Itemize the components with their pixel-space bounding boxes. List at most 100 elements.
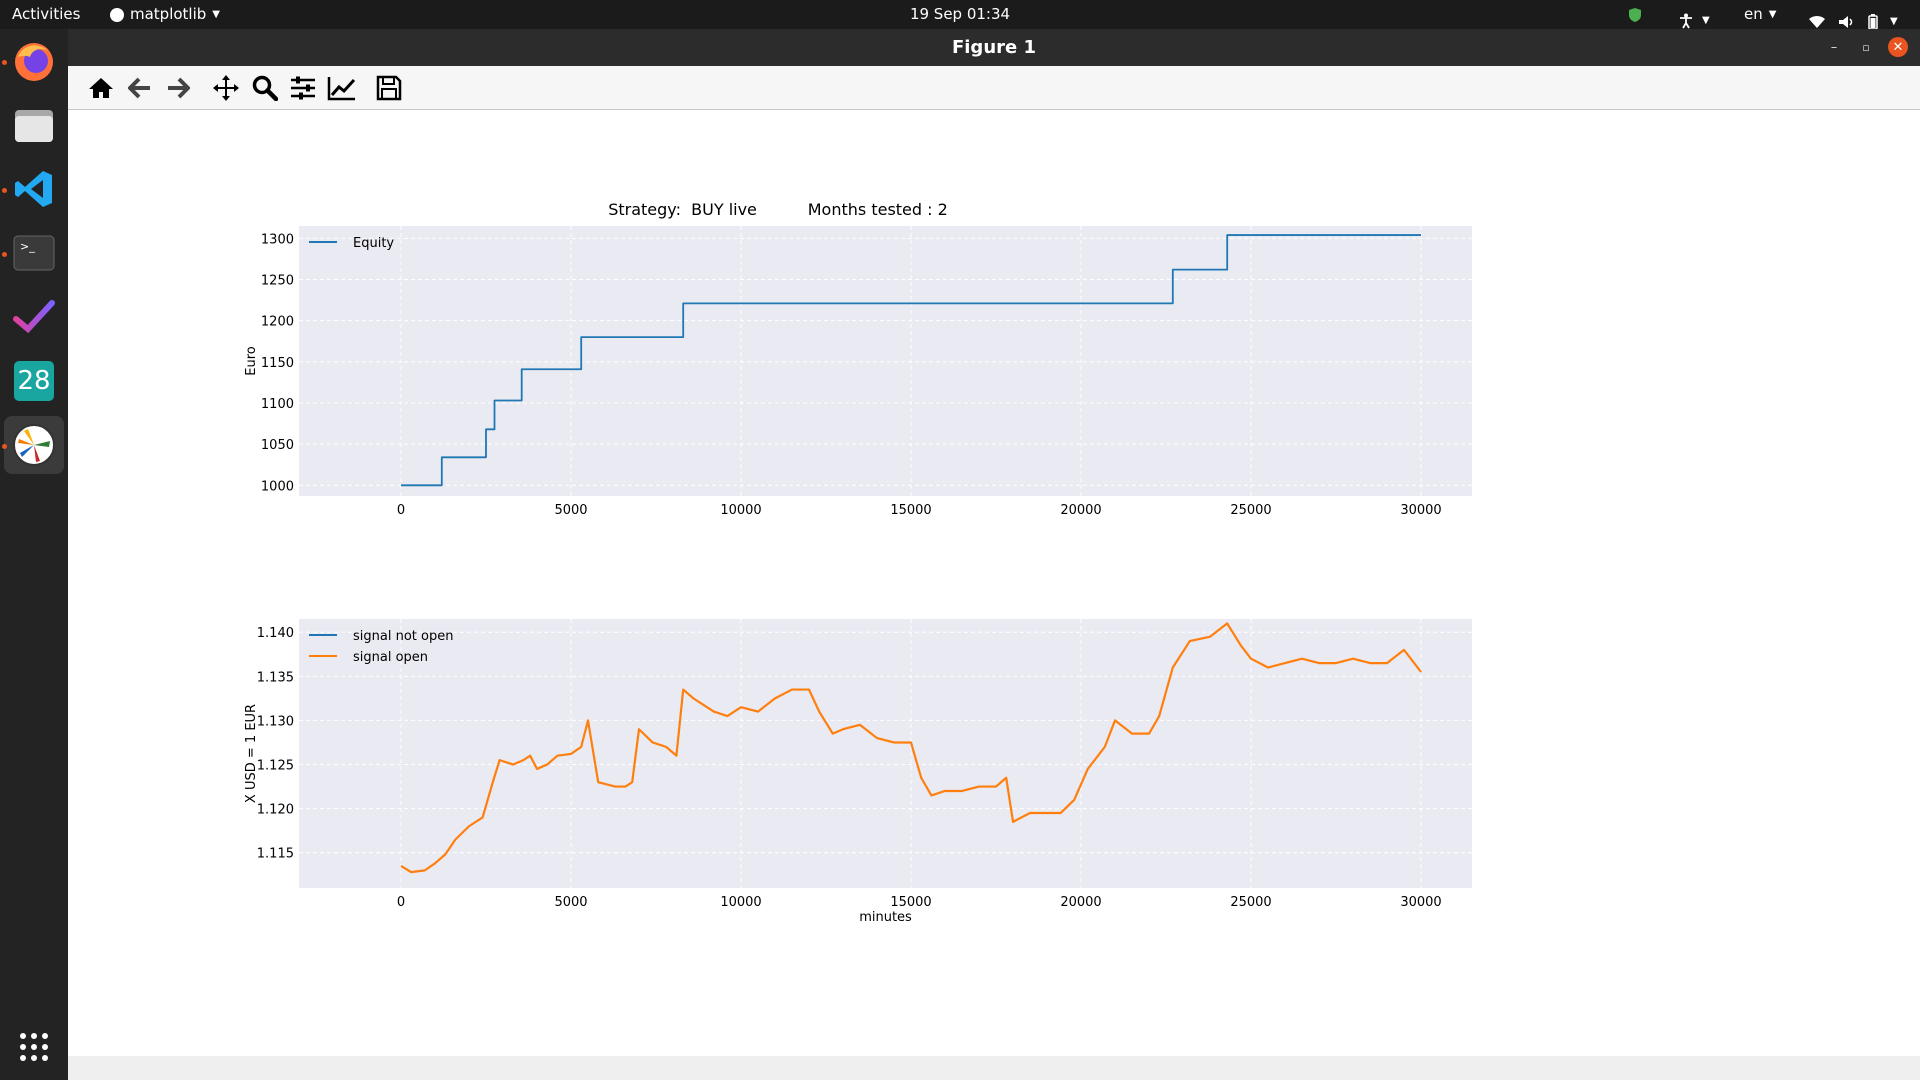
y-tick-label: 1.120 bbox=[257, 803, 294, 818]
x-tick-label: 30000 bbox=[1400, 895, 1441, 910]
y-axis-label: Euro bbox=[244, 346, 259, 376]
x-tick-label: 20000 bbox=[1060, 503, 1101, 518]
x-tick-label: 5000 bbox=[554, 895, 587, 910]
matplotlib-icon bbox=[13, 424, 55, 466]
figure-title: Strategy: BUY live Months tested : 2 bbox=[608, 200, 948, 219]
back-button[interactable] bbox=[123, 71, 157, 105]
plot-background bbox=[299, 619, 1472, 888]
maximize-button[interactable]: ▫ bbox=[1856, 37, 1876, 57]
maximize-icon: ▫ bbox=[1862, 40, 1870, 54]
series-line bbox=[401, 234, 1421, 487]
configure-subplots-icon bbox=[291, 76, 315, 100]
dock-matplotlib[interactable] bbox=[4, 416, 64, 474]
legend-label: signal open bbox=[353, 650, 428, 665]
y-tick-label: 1000 bbox=[261, 479, 294, 494]
x-tick-label: 0 bbox=[397, 895, 405, 910]
files-icon bbox=[15, 110, 53, 142]
pan-button[interactable] bbox=[209, 71, 243, 105]
x-tick-label: 10000 bbox=[720, 503, 761, 518]
y-tick-label: 1200 bbox=[261, 315, 294, 330]
x-tick-label: 15000 bbox=[890, 503, 931, 518]
configure-subplots-button[interactable] bbox=[286, 71, 320, 105]
accessibility-menu[interactable]: ▼ bbox=[1678, 6, 1710, 35]
x-tick-label: 5000 bbox=[554, 503, 587, 518]
edit-axis-icon bbox=[327, 77, 356, 101]
home-button[interactable] bbox=[84, 71, 118, 105]
battery-icon bbox=[1868, 13, 1878, 30]
minimize-button[interactable]: – bbox=[1824, 37, 1844, 57]
calendar-icon: 28 bbox=[14, 361, 54, 401]
status-bar bbox=[68, 1056, 1920, 1080]
y-tick-label: 1250 bbox=[261, 274, 294, 289]
legend-label: signal not open bbox=[353, 629, 453, 644]
show-applications-button[interactable] bbox=[4, 1018, 64, 1076]
x-axis-label: minutes bbox=[859, 910, 912, 925]
activities-button[interactable]: Activities bbox=[12, 5, 81, 23]
plot-background bbox=[299, 226, 1472, 496]
chevron-down-icon: ▼ bbox=[1890, 16, 1898, 27]
forward-button[interactable] bbox=[161, 71, 195, 105]
y-tick-label: 1150 bbox=[261, 356, 294, 371]
figure-canvas[interactable]: Strategy: BUY live Months tested : 2 0 50… bbox=[68, 110, 1920, 1056]
app-menu[interactable]: matplotlib ▼ bbox=[110, 0, 220, 29]
back-icon bbox=[128, 77, 150, 99]
wifi-icon bbox=[1809, 15, 1825, 28]
y-tick-label: 1.135 bbox=[257, 670, 294, 685]
matplotlib-small-icon bbox=[110, 7, 124, 22]
y-tick-label: 1050 bbox=[261, 438, 294, 453]
y-axis-label: X USD = 1 EUR bbox=[244, 704, 259, 803]
terminal-icon: >_ bbox=[13, 235, 55, 271]
x-tick-label: 10000 bbox=[720, 895, 761, 910]
x-tick-label: 25000 bbox=[1230, 895, 1271, 910]
tasks-icon bbox=[13, 300, 55, 334]
price-axes[interactable]: 0 5000 10000 15000 20000 25000 30000 1.115 1.120… bbox=[244, 619, 1472, 925]
y-tick-label: 1.130 bbox=[257, 714, 294, 729]
app-menu-label: matplotlib bbox=[130, 5, 207, 23]
series-line bbox=[400, 622, 1422, 874]
window-titlebar[interactable]: Figure 1 – ▫ ✕ bbox=[68, 29, 1920, 66]
zoom-icon bbox=[252, 75, 278, 101]
pan-icon bbox=[213, 75, 239, 101]
dock-terminal[interactable]: >_ bbox=[4, 224, 64, 282]
close-button[interactable]: ✕ bbox=[1888, 37, 1908, 57]
save-button[interactable] bbox=[372, 71, 406, 105]
y-tick-label: 1.140 bbox=[257, 626, 294, 641]
x-tick-label: 25000 bbox=[1230, 503, 1271, 518]
y-tick-label: 1300 bbox=[261, 232, 294, 247]
dock: >_ 28 bbox=[0, 29, 68, 1080]
dock-files[interactable] bbox=[4, 96, 64, 154]
language-label: en bbox=[1744, 5, 1763, 23]
legend-label: Equity bbox=[353, 236, 394, 251]
chevron-down-icon: ▼ bbox=[1702, 15, 1710, 26]
accessibility-icon bbox=[1680, 13, 1692, 28]
edit-axis-button[interactable] bbox=[325, 71, 359, 105]
vscode-icon bbox=[15, 171, 52, 207]
grid-icon bbox=[20, 1033, 48, 1061]
dock-firefox[interactable] bbox=[4, 32, 64, 90]
firefox-icon bbox=[15, 43, 53, 81]
shield-icon[interactable] bbox=[1628, 7, 1642, 23]
chevron-down-icon: ▼ bbox=[212, 9, 220, 20]
x-tick-label: 0 bbox=[397, 503, 405, 518]
volume-icon bbox=[1839, 15, 1853, 28]
x-tick-label: 15000 bbox=[890, 895, 931, 910]
x-tick-label: 30000 bbox=[1400, 503, 1441, 518]
close-icon: ✕ bbox=[1892, 39, 1904, 55]
forward-icon bbox=[168, 77, 190, 99]
system-menu[interactable]: ▼ bbox=[1808, 7, 1898, 36]
chevron-down-icon: ▼ bbox=[1768, 9, 1777, 20]
window-title: Figure 1 bbox=[951, 37, 1037, 58]
svg-text:>_: >_ bbox=[20, 240, 35, 253]
home-icon bbox=[89, 78, 113, 98]
y-tick-label: 1.115 bbox=[257, 847, 294, 862]
figure-toolbar bbox=[68, 66, 1920, 110]
x-tick-label: 20000 bbox=[1060, 895, 1101, 910]
save-icon bbox=[376, 75, 402, 101]
equity-axes[interactable]: 0 5000 10000 15000 20000 25000 30000 1000 1050 11… bbox=[244, 226, 1472, 518]
dock-tasks[interactable] bbox=[4, 288, 64, 346]
dock-calendar[interactable]: 28 bbox=[4, 352, 64, 410]
zoom-button[interactable] bbox=[248, 71, 282, 105]
dock-vscode[interactable] bbox=[4, 160, 64, 218]
language-menu[interactable]: en ▼ bbox=[1744, 0, 1776, 29]
y-tick-label: 1100 bbox=[261, 397, 294, 412]
